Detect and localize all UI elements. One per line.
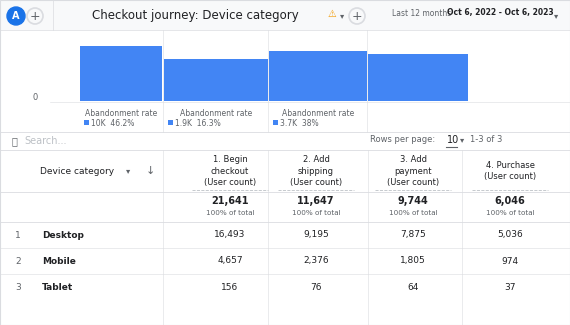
Circle shape <box>7 7 25 25</box>
Text: 37: 37 <box>504 282 516 292</box>
Text: Device category: Device category <box>40 166 114 176</box>
Text: 21,641: 21,641 <box>211 196 249 206</box>
Text: Abandonment rate: Abandonment rate <box>282 109 354 118</box>
Text: 156: 156 <box>221 282 239 292</box>
Text: 1,805: 1,805 <box>400 256 426 266</box>
Text: 10K  46.2%: 10K 46.2% <box>91 119 135 127</box>
Text: 100% of total: 100% of total <box>486 210 534 216</box>
Text: 2: 2 <box>15 256 21 266</box>
Text: 64: 64 <box>408 282 419 292</box>
FancyBboxPatch shape <box>0 274 570 300</box>
Text: ⚠: ⚠ <box>328 9 336 19</box>
FancyBboxPatch shape <box>84 120 89 125</box>
Text: 100% of total: 100% of total <box>292 210 340 216</box>
FancyBboxPatch shape <box>0 150 570 192</box>
Text: 100% of total: 100% of total <box>206 210 254 216</box>
Text: Oct 6, 2022 - Oct 6, 2023: Oct 6, 2022 - Oct 6, 2023 <box>447 8 553 18</box>
Text: 🔍: 🔍 <box>12 136 18 146</box>
Text: 11,647: 11,647 <box>297 196 335 206</box>
FancyBboxPatch shape <box>168 120 173 125</box>
Text: 3. Add
payment
(User count): 3. Add payment (User count) <box>387 155 439 187</box>
FancyBboxPatch shape <box>269 51 367 101</box>
Text: Tablet: Tablet <box>42 282 74 292</box>
Text: Last 12 months: Last 12 months <box>392 8 451 18</box>
Text: 16,493: 16,493 <box>214 230 246 240</box>
Text: 10: 10 <box>447 135 459 145</box>
Text: ▾: ▾ <box>340 11 344 20</box>
Text: ▾: ▾ <box>126 166 130 176</box>
Text: Abandonment rate: Abandonment rate <box>85 109 157 118</box>
Text: Desktop: Desktop <box>42 230 84 240</box>
Text: 974: 974 <box>502 256 519 266</box>
Text: 1. Begin
checkout
(User count): 1. Begin checkout (User count) <box>204 155 256 187</box>
Text: 1: 1 <box>15 230 21 240</box>
Text: 3.7K  38%: 3.7K 38% <box>280 119 319 127</box>
Text: 9,195: 9,195 <box>303 230 329 240</box>
Text: 0: 0 <box>32 93 38 101</box>
Text: 2. Add
shipping
(User count): 2. Add shipping (User count) <box>290 155 342 187</box>
Text: Rows per page:: Rows per page: <box>370 136 435 145</box>
Text: 4. Purchase
(User count): 4. Purchase (User count) <box>484 161 536 181</box>
Text: 100% of total: 100% of total <box>389 210 437 216</box>
FancyBboxPatch shape <box>0 30 570 132</box>
Text: +: + <box>30 9 40 22</box>
FancyBboxPatch shape <box>0 248 570 274</box>
Text: 1.9K  16.3%: 1.9K 16.3% <box>175 119 221 127</box>
FancyBboxPatch shape <box>0 0 570 30</box>
FancyBboxPatch shape <box>0 222 570 248</box>
Text: 1-3 of 3: 1-3 of 3 <box>470 136 502 145</box>
Text: ↓: ↓ <box>145 166 154 176</box>
Text: +: + <box>352 9 363 22</box>
Text: 6,046: 6,046 <box>495 196 526 206</box>
Text: 9,744: 9,744 <box>398 196 429 206</box>
Text: Checkout journey: Device category: Checkout journey: Device category <box>92 9 298 22</box>
FancyBboxPatch shape <box>164 59 268 101</box>
Text: Abandonment rate: Abandonment rate <box>180 109 252 118</box>
Text: 2,376: 2,376 <box>303 256 329 266</box>
FancyBboxPatch shape <box>80 46 162 101</box>
Text: Mobile: Mobile <box>42 256 76 266</box>
Text: 5,036: 5,036 <box>497 230 523 240</box>
Text: 3: 3 <box>15 282 21 292</box>
Text: Search...: Search... <box>24 136 67 146</box>
FancyBboxPatch shape <box>368 54 468 101</box>
Text: 4,657: 4,657 <box>217 256 243 266</box>
Text: 76: 76 <box>310 282 321 292</box>
Text: ▾: ▾ <box>460 136 464 145</box>
FancyBboxPatch shape <box>273 120 278 125</box>
Text: 7,875: 7,875 <box>400 230 426 240</box>
Text: ▾: ▾ <box>554 11 558 20</box>
FancyBboxPatch shape <box>0 192 570 222</box>
Text: A: A <box>12 11 20 21</box>
FancyBboxPatch shape <box>0 132 570 150</box>
